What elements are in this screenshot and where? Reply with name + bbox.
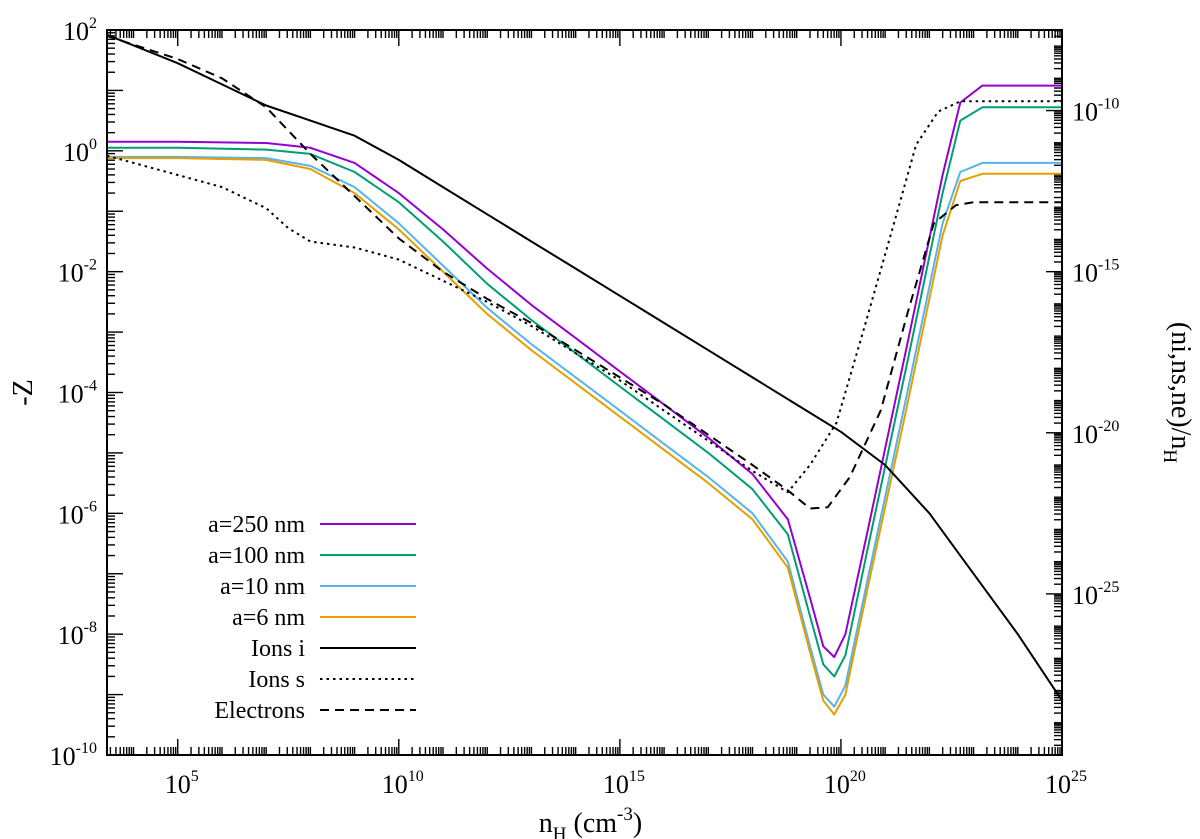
series-line-electrons [107, 35, 1062, 510]
legend-label-ions-i: Ions i [251, 636, 305, 662]
x-tick-label: 1020 [824, 768, 866, 799]
x-tick-label: 1010 [382, 768, 424, 799]
legend-label-a-250-nm: a=250 nm [208, 512, 305, 538]
series-line-a-250-nm [107, 84, 1062, 659]
y2-axis-label: (ni,ns,ne)/nH [1159, 322, 1196, 464]
y-axis-label: -Z [8, 379, 39, 405]
y-tick-label: 10-10 [50, 740, 97, 771]
y-tick-label: 10-4 [58, 378, 97, 409]
series-line-ions-i [107, 33, 1062, 702]
legend: a=250 nm a=100 nm a=10 nm a=6 nm Ions i Ions … [208, 512, 416, 724]
y2-tick-label: 10-15 [1072, 257, 1119, 288]
series-line-ions-s [107, 100, 1062, 494]
series-layer [107, 33, 1062, 716]
y2-tick-label: 10-10 [1072, 96, 1119, 127]
series-line-a-10-nm [107, 155, 1062, 708]
y-tick-label: 102 [63, 15, 97, 46]
y-tick-label: 100 [63, 136, 97, 167]
y-tick-label: 10-2 [58, 257, 97, 288]
y-tick-label: 10-8 [58, 619, 97, 650]
series-line-a-6-nm [107, 157, 1062, 716]
plot-frame [106, 29, 1063, 756]
x-tick-label: 1025 [1045, 768, 1087, 799]
axis-labels: -Z nH (cm-3) (ni,ns,ne)/nH [8, 322, 1196, 839]
legend-label-a-6-nm: a=6 nm [232, 605, 305, 631]
legend-label-ions-s: Ions s [248, 667, 305, 693]
legend-label-a-100-nm: a=100 nm [208, 543, 305, 569]
y-tick-label: 10-6 [58, 498, 97, 529]
legend-label-a-10-nm: a=10 nm [220, 574, 305, 600]
axis-ticks [107, 29, 1063, 756]
series-line-a-100-nm [107, 106, 1062, 678]
x-tick-label: 105 [165, 768, 199, 799]
x-tick-label: 1015 [603, 768, 645, 799]
y2-tick-label: 10-20 [1072, 418, 1119, 449]
y2-tick-label: 10-25 [1072, 579, 1119, 610]
tick-labels: 105 1010 1015 1020 1025 10-10 10-8 10-6 10-4 10-2… [50, 15, 1120, 799]
legend-label-electrons: Electrons [214, 698, 305, 724]
x-axis-label: nH (cm-3) [539, 804, 642, 839]
